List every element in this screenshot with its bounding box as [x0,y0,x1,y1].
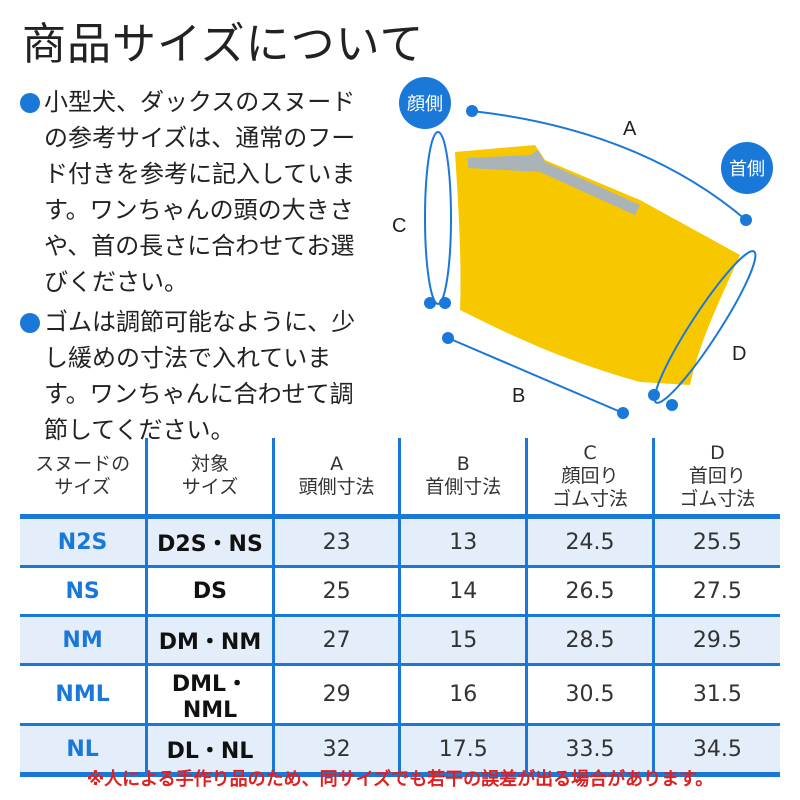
label-a: A [623,118,637,140]
table-cell: 24.5 [525,516,654,568]
label-c: C [392,215,406,237]
measure-d-loop [653,250,757,404]
table-cell: 32 [271,724,400,777]
header-d: D 首回り ゴム寸法 [651,438,780,519]
table-row: NS DS 25 14 26.5 27.5 [20,566,780,617]
measure-c-loop [424,131,452,305]
product-image [455,145,740,385]
table-cell: 34.5 [651,724,780,777]
measure-b-line [447,337,624,414]
table-cell: 23 [271,516,400,568]
table-cell: NS [20,566,147,617]
label-b: B [512,385,525,407]
table-cell: 30.5 [525,664,654,726]
table-cell: 26.5 [525,566,654,617]
measure-a-line [471,110,747,221]
table-cell: 33.5 [525,724,654,777]
face-side-badge [399,77,451,129]
table-cell: DL・NL [145,724,274,777]
table-cell: NL [20,724,147,777]
table-cell: 29 [271,664,400,726]
table-cell: 31.5 [651,664,780,726]
table-cell: 27 [271,615,400,666]
table-cell: NM [20,615,147,666]
table-row: NML DML・NML 29 16 30.5 31.5 [20,664,780,726]
header-b: B 首側寸法 [398,438,527,519]
table-cell: N2S [20,516,147,568]
product-diagram: 顔側 首側 A C B D [392,77,773,419]
note-text: ゴムは調節可能なように、少し緩めの寸法で入れています。ワンちゃんに合わせて調節し… [44,308,356,444]
header-snood-size: スヌードの サイズ [20,438,147,519]
bullet-icon [20,93,40,113]
table-row: N2S D2S・NS 23 13 24.5 25.5 [20,516,780,568]
label-d: D [732,343,746,365]
table-row: NL DL・NL 32 17.5 33.5 34.5 [20,724,780,777]
note-item: 小型犬、ダックスのスヌードの参考サイズは、通常のフード付きを参考に記入しています… [20,84,370,300]
footnote: ※人による手作り品のため、同サイズでも若干の誤差が出る場合があります。 [86,769,714,790]
table-cell: 28.5 [525,615,654,666]
header-a: A 頭側寸法 [271,438,400,519]
table-cell: 17.5 [398,724,527,777]
table-cell: 13 [398,516,527,568]
header-row: スヌードの サイズ 対象 サイズ A 頭側寸法 B 首側寸法 C 顔回り ゴム寸法 D 首回り… [20,438,780,519]
table-cell: 15 [398,615,527,666]
note-item: ゴムは調節可能なように、少し緩めの寸法で入れています。ワンちゃんに合わせて調節し… [20,304,370,448]
table-row: NM DM・NM 27 15 28.5 29.5 [20,615,780,666]
face-side-label: 顔側 [407,94,443,115]
table-cell: DS [145,566,274,617]
size-table: スヌードの サイズ 対象 サイズ A 頭側寸法 B 首側寸法 C 顔回り ゴム寸法 D 首回り… [20,438,780,777]
table-cell: D2S・NS [145,516,274,568]
table-cell: DM・NM [145,615,274,666]
table-cell: 29.5 [651,615,780,666]
table-cell: 25.5 [651,516,780,568]
page-title: 商品サイズについて [22,19,425,70]
notes: 小型犬、ダックスのスヌードの参考サイズは、通常のフード付きを参考に記入しています… [20,84,370,452]
note-text: 小型犬、ダックスのスヌードの参考サイズは、通常のフード付きを参考に記入しています… [44,88,356,296]
bullet-icon [20,313,40,333]
neck-side-badge [721,142,773,194]
neck-side-label: 首側 [729,159,765,180]
header-target-size: 対象 サイズ [145,438,274,519]
table-cell: 14 [398,566,527,617]
reflective-strip [468,150,640,215]
header-c: C 顔回り ゴム寸法 [525,438,654,519]
table-cell: 25 [271,566,400,617]
table-cell: 27.5 [651,566,780,617]
table-cell: NML [20,664,147,726]
table-cell: DML・NML [145,664,274,726]
table-cell: 16 [398,664,527,726]
